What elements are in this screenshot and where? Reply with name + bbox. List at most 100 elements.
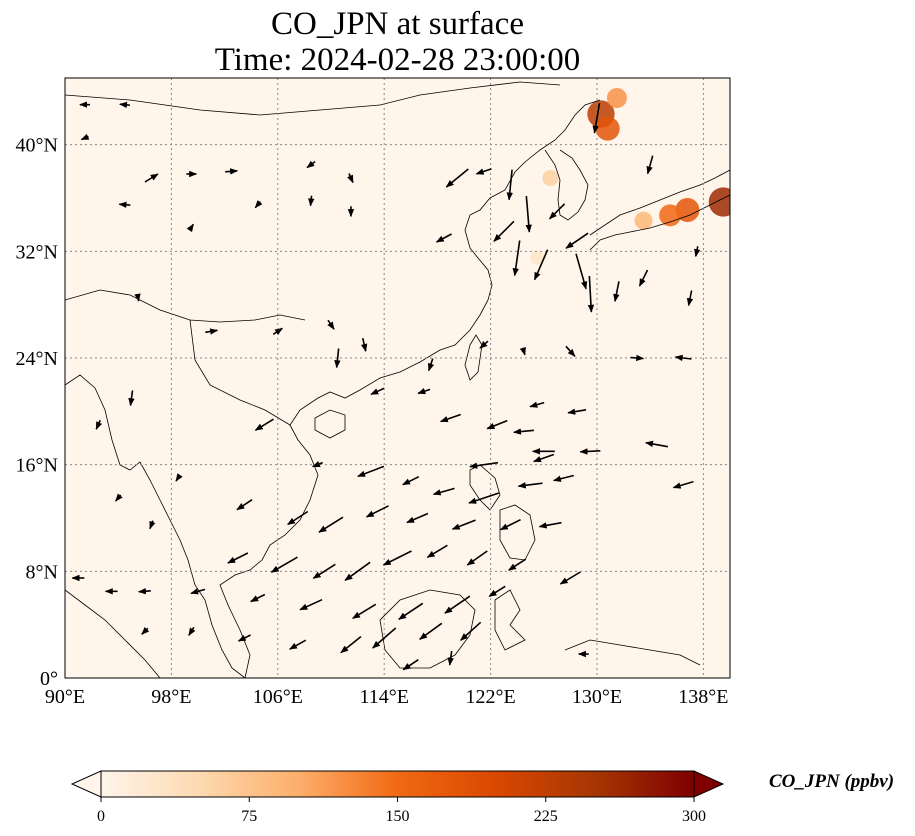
lat-tick-label: 16°N [16, 455, 58, 477]
wind-vector-50 [513, 428, 534, 435]
wind-vector-20 [512, 240, 521, 277]
colorbar-bar [100, 770, 695, 798]
wind-vector-91 [372, 627, 397, 649]
wind-vector-17 [493, 220, 515, 242]
wind-vector-64 [236, 499, 253, 511]
wind-vector-83 [138, 588, 151, 595]
wind-vector-86 [299, 598, 323, 611]
lon-tick-label: 122°E [465, 686, 515, 708]
wind-vector-43 [254, 418, 274, 431]
coastline-korea [544, 149, 589, 221]
wind-vector-44 [370, 387, 385, 396]
coastline-hainan [314, 409, 346, 439]
colorbar-tick-label: 300 [682, 808, 706, 825]
lon-tick-label: 130°E [572, 686, 622, 708]
colorbar: 0 75 150 225 300 CO_JPN (ppbv) [70, 770, 894, 825]
co-hotspot-3 [708, 187, 730, 217]
co-hotspot-2 [606, 88, 627, 108]
coastline-indochina [219, 99, 601, 678]
coastline-philippines [469, 464, 536, 561]
wind-vector-32 [205, 328, 219, 335]
lon-tick-label: 98°E [151, 686, 191, 708]
co-hotspot-6 [634, 211, 653, 230]
wind-vector-93 [460, 621, 482, 641]
co-concentration-layer [530, 88, 730, 265]
wind-vector-40 [565, 345, 576, 357]
wind-vector-13 [445, 168, 469, 188]
wind-vector-53 [645, 440, 668, 448]
wind-vector-97 [188, 626, 196, 637]
gridlines [65, 78, 730, 678]
wind-vector-103 [95, 419, 103, 430]
co-hotspot-7 [542, 170, 559, 186]
wind-vector-layer [71, 101, 701, 671]
wind-vector-61 [517, 482, 543, 489]
wind-vector-7 [347, 173, 354, 184]
wind-vector-99 [402, 659, 419, 671]
wind-vector-62 [552, 474, 574, 482]
co-hotspot-5 [659, 204, 682, 227]
wind-vector-59 [432, 487, 455, 496]
co-hotspot-8 [530, 251, 545, 265]
wind-vector-84 [190, 588, 206, 595]
wind-vector-8 [118, 201, 131, 209]
colorbar-tick-label: 225 [534, 808, 558, 825]
lat-tick-label: 8°N [26, 561, 58, 583]
wind-vector-18 [549, 203, 566, 220]
wind-vector-49 [567, 408, 587, 415]
longitude-ticks: 90°E 98°E 106°E 114°E 122°E 130°E 138°E [45, 686, 729, 708]
wind-vector-79 [508, 558, 527, 571]
wind-vector-105 [149, 520, 156, 530]
wind-vector-46 [439, 413, 461, 423]
coastline-taiwan [464, 334, 483, 381]
wind-vector-47 [486, 419, 508, 430]
wind-vector-67 [365, 505, 389, 518]
wind-vector-63 [672, 480, 694, 489]
latitude-ticks: 0° 8°N 16°N 24°N 32°N 40°N [16, 135, 58, 690]
wind-vector-22 [565, 232, 589, 249]
wind-vector-37 [427, 358, 435, 372]
border-mongolia [65, 81, 561, 116]
wind-vector-36 [334, 348, 341, 369]
coastline-sumatra [65, 589, 161, 678]
wind-vector-56 [311, 461, 323, 468]
wind-vector-74 [312, 563, 336, 580]
wind-vector-27 [686, 290, 694, 307]
wind-vector-19 [435, 233, 452, 243]
wind-vector-25 [613, 281, 620, 303]
wind-vector-72 [227, 552, 249, 564]
map-frame [64, 77, 731, 679]
wind-vector-57 [357, 465, 385, 478]
wind-vector-95 [289, 639, 307, 650]
lat-tick-label: 0° [40, 668, 58, 690]
wind-vector-16 [525, 195, 532, 233]
wind-vector-5 [225, 168, 239, 175]
wind-vector-3 [144, 173, 159, 183]
wind-vector-58 [402, 475, 420, 486]
wind-vector-34 [327, 319, 335, 330]
co-hotspot-4 [675, 198, 700, 222]
wind-vector-52 [579, 448, 601, 455]
wind-vector-66 [318, 516, 344, 533]
wind-vector-76 [382, 550, 412, 566]
wind-vector-60 [468, 492, 500, 504]
wind-vector-98 [141, 626, 150, 635]
map-subtitle-time: Time: 2024-02-28 23:00:00 [214, 42, 581, 78]
wind-vector-38 [479, 340, 489, 349]
colorbar-tick-label: 75 [241, 808, 257, 825]
coastline-sulawesi [494, 589, 526, 651]
wind-vector-80 [559, 571, 581, 585]
wind-vector-26 [638, 269, 649, 287]
wind-vector-85 [250, 593, 266, 603]
lon-tick-label: 114°E [359, 686, 408, 708]
wind-vector-55 [533, 453, 555, 463]
wind-vector-92 [419, 622, 443, 640]
wind-vector-6 [306, 160, 316, 169]
wind-vector-1 [119, 101, 130, 109]
border-china-interior [65, 289, 306, 426]
wind-vector-14 [475, 168, 492, 175]
wind-vector-41 [630, 354, 645, 362]
coastline-newguinea [564, 639, 701, 666]
wind-vector-21 [533, 249, 549, 281]
wind-vector-88 [398, 602, 424, 620]
